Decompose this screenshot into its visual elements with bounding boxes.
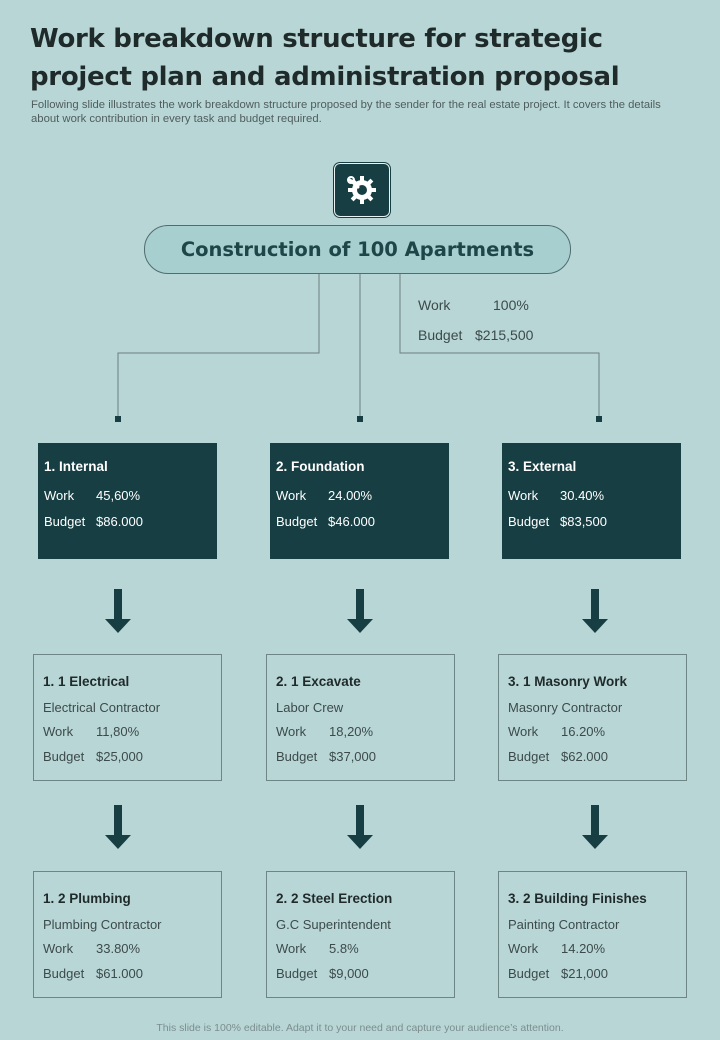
connector-dot-left [115, 416, 121, 422]
root-work-value: 100% [493, 297, 529, 313]
task-card-steel-erection: 2. 2 Steel Erection G.C Superintendent W… [266, 871, 455, 998]
budget-value: $61.000 [96, 966, 143, 981]
branch-foundation: 2. Foundation Work 24.00% Budget $46.000 [270, 443, 449, 559]
task-contractor: Masonry Contractor [508, 700, 623, 715]
work-value: 30.40% [560, 488, 605, 503]
root-budget-label: Budget [418, 327, 463, 343]
construction-gear-icon [334, 163, 390, 217]
budget-label: Budget [276, 514, 318, 529]
task-name: 1. 1 Electrical [43, 674, 130, 689]
work-value: 16.20% [561, 724, 606, 739]
work-value: 18,20% [329, 724, 374, 739]
task-card-electrical: 1. 1 Electrical Electrical Contractor Wo… [33, 654, 222, 781]
budget-label: Budget [43, 966, 85, 981]
down-arrow-icon [582, 589, 608, 633]
task-name: 3. 1 Masonry Work [508, 674, 628, 689]
task-contractor: G.C Superintendent [276, 917, 391, 932]
task-name: 3. 2 Building Finishes [508, 891, 647, 906]
task-name: 2. 2 Steel Erection [276, 891, 393, 906]
budget-value: $37,000 [329, 749, 376, 764]
budget-label: Budget [276, 749, 318, 764]
connector-dot-right [596, 416, 602, 422]
page-subtitle: Following slide illustrates the work bre… [31, 99, 661, 125]
budget-label: Budget [44, 514, 86, 529]
branch-name: 2. Foundation [276, 459, 365, 474]
connector-right [399, 272, 600, 419]
work-label: Work [43, 724, 74, 739]
task-contractor: Painting Contractor [508, 917, 620, 932]
budget-value: $9,000 [329, 966, 369, 981]
budget-label: Budget [43, 749, 85, 764]
root-work-label: Work [418, 297, 451, 313]
budget-value: $25,000 [96, 749, 143, 764]
task-card-masonry: 3. 1 Masonry Work Masonry Contractor Wor… [498, 654, 687, 781]
task-name: 1. 2 Plumbing [43, 891, 131, 906]
work-value: 11,80% [96, 724, 140, 739]
connector-lines [115, 272, 602, 422]
budget-value: $62.000 [561, 749, 608, 764]
work-label: Work [276, 488, 307, 503]
work-label: Work [508, 488, 539, 503]
down-arrow-icon [347, 589, 373, 633]
work-value: 33.80% [96, 941, 141, 956]
branch-name: 1. Internal [44, 459, 108, 474]
down-arrow-icon [347, 805, 373, 849]
task-contractor: Labor Crew [276, 700, 344, 715]
work-value: 24.00% [328, 488, 373, 503]
branch-name: 3. External [508, 459, 577, 474]
connector-dot-center [357, 416, 363, 422]
task-card-building-finishes: 3. 2 Building Finishes Painting Contract… [498, 871, 687, 998]
task-contractor: Plumbing Contractor [43, 917, 162, 932]
work-value: 14.20% [561, 941, 606, 956]
budget-value: $83,500 [560, 514, 607, 529]
work-label: Work [43, 941, 74, 956]
budget-value: $46.000 [328, 514, 375, 529]
budget-label: Budget [508, 966, 550, 981]
work-label: Work [276, 724, 307, 739]
work-label: Work [508, 941, 539, 956]
work-label: Work [508, 724, 539, 739]
work-label: Work [276, 941, 307, 956]
task-card-plumbing: 1. 2 Plumbing Plumbing Contractor Work 33… [33, 871, 222, 998]
down-arrow-icon [582, 805, 608, 849]
connector-left [117, 272, 320, 419]
work-value: 45,60% [96, 488, 141, 503]
budget-label: Budget [508, 749, 550, 764]
root-stats: Work 100% Budget $215,500 [418, 290, 533, 350]
root-node: Construction of 100 Apartments [144, 225, 571, 274]
task-name: 2. 1 Excavate [276, 674, 361, 689]
root-budget-value: $215,500 [475, 327, 534, 343]
budget-label: Budget [508, 514, 550, 529]
down-arrow-icon [105, 589, 131, 633]
down-arrow-icon [105, 805, 131, 849]
budget-value: $21,000 [561, 966, 608, 981]
branch-external: 3. External Work 30.40% Budget $83,500 [502, 443, 681, 559]
budget-label: Budget [276, 966, 318, 981]
task-card-excavate: 2. 1 Excavate Labor Crew Work 18,20% Budg… [266, 654, 455, 781]
work-value: 5.8% [329, 941, 359, 956]
budget-value: $86.000 [96, 514, 143, 529]
work-label: Work [44, 488, 75, 503]
branch-internal: 1. Internal Work 45,60% Budget $86.000 [38, 443, 217, 559]
task-contractor: Electrical Contractor [43, 700, 161, 715]
footer-note: This slide is 100% editable. Adapt it to… [156, 1022, 564, 1034]
page-title: Work breakdown structure for strategic p… [30, 24, 620, 92]
